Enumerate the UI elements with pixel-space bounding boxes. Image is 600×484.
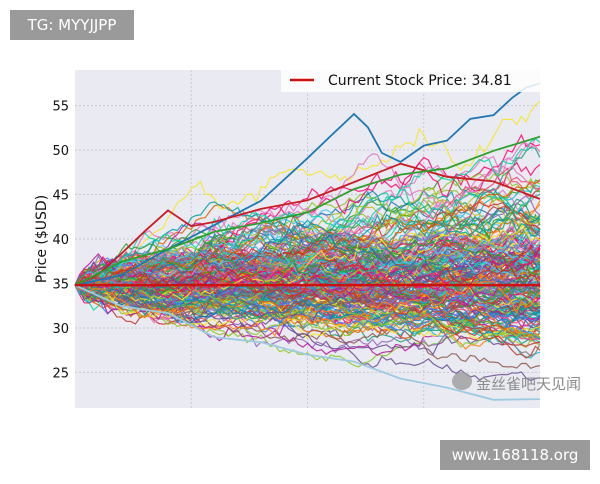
simulated-path — [74, 179, 541, 286]
simulated-path — [74, 274, 541, 328]
y-tick-label: 35 — [52, 277, 69, 292]
simulated-path — [74, 244, 541, 286]
simulated-path — [74, 238, 541, 286]
watermark-text: 金丝雀吧天见闻 — [476, 375, 582, 393]
legend-label: Current Stock Price: 34.81 — [328, 73, 512, 89]
simulated-path — [74, 186, 541, 286]
highlighted-path — [74, 284, 541, 401]
highlighted-path — [74, 82, 541, 287]
y-axis-ticks: 25 30 35 40 45 50 55 — [52, 100, 69, 382]
simulated-path — [74, 241, 541, 314]
simulated-path — [74, 205, 541, 296]
top-watermark-badge: TG: MYYJJPP — [10, 10, 134, 40]
legend-box — [281, 70, 540, 92]
simulated-path — [74, 258, 541, 339]
simulated-path — [74, 171, 541, 293]
highlighted-path — [74, 135, 541, 287]
y-tick-label: 55 — [52, 100, 69, 115]
simulated-path — [74, 100, 541, 286]
simulated-path — [74, 261, 541, 359]
highlighted-path — [74, 162, 541, 287]
y-axis-label: Price ($USD) — [34, 195, 50, 283]
simulated-path — [74, 284, 541, 370]
simulated-path — [74, 167, 541, 287]
simulated-paths — [74, 100, 541, 382]
simulated-path — [74, 137, 541, 289]
y-tick-label: 25 — [52, 366, 69, 381]
y-tick-label: 30 — [52, 322, 69, 337]
simulated-path — [74, 227, 541, 301]
highlighted-paths — [74, 82, 541, 401]
legend: Current Stock Price: 34.81 — [281, 70, 540, 92]
simulated-path — [74, 227, 541, 293]
y-tick-label: 45 — [52, 189, 69, 204]
simulated-path — [74, 142, 541, 286]
y-tick-label: 50 — [52, 144, 69, 159]
simulated-path — [74, 201, 541, 295]
simulated-path — [74, 255, 541, 308]
bottom-watermark-badge: www.168118.org — [440, 440, 590, 470]
wechat-logo-icon — [452, 372, 472, 390]
simulated-path — [74, 284, 541, 335]
simulated-path — [74, 222, 541, 302]
y-tick-label: 40 — [52, 233, 69, 248]
simulated-path — [74, 283, 541, 337]
simulated-path — [74, 217, 541, 290]
